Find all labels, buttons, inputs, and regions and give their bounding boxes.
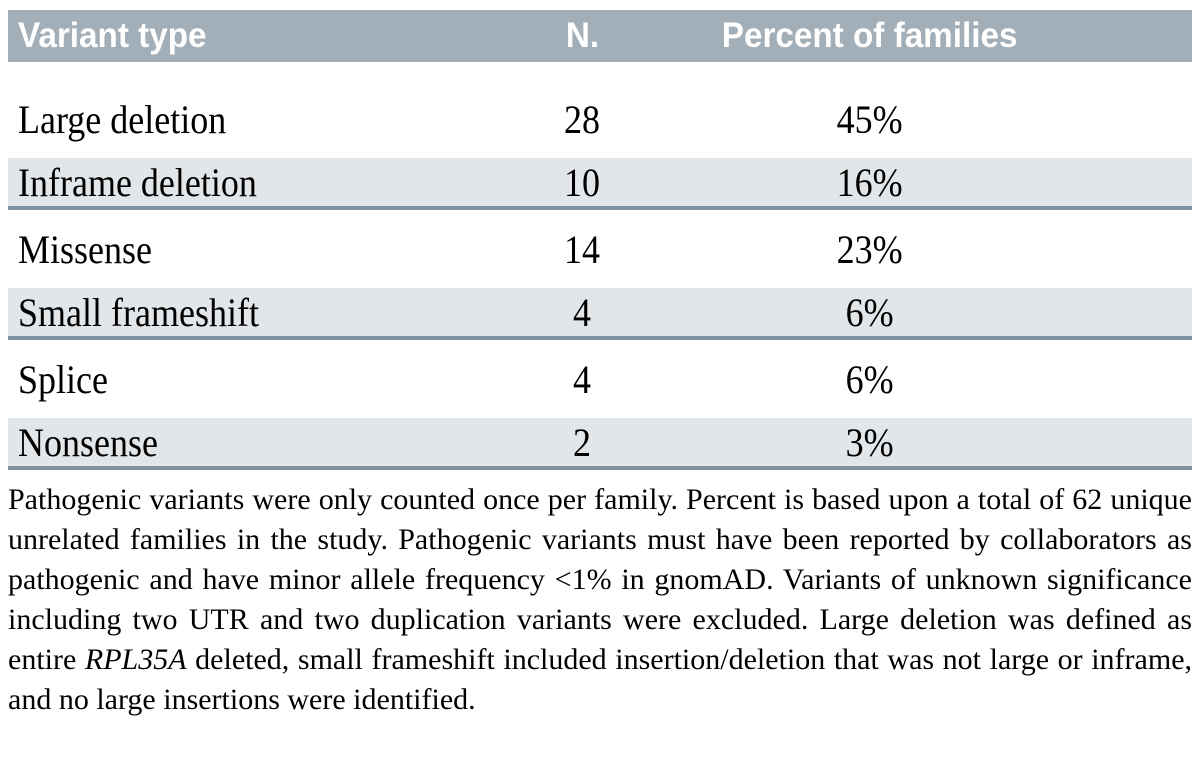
- percent-value: 3%: [845, 419, 894, 465]
- variant-label: Small frameshift: [18, 289, 259, 335]
- column-header-percent: Percent of families: [665, 16, 1075, 56]
- cell-percent: 3%: [665, 419, 1075, 466]
- variant-table: Variant type N. Percent of families Larg…: [8, 10, 1192, 470]
- percent-value: 16%: [836, 159, 903, 205]
- n-value: 14: [564, 226, 601, 272]
- table-row-missense: Missense 14 23%: [8, 210, 1192, 288]
- cell-variant-type: Large deletion: [8, 96, 499, 143]
- column-header-percent-label: Percent of families: [722, 16, 1018, 55]
- gene-name-italic: RPL35A: [84, 643, 187, 676]
- variant-label: Large deletion: [18, 96, 227, 142]
- percent-value: 23%: [836, 226, 903, 272]
- variant-label: Nonsense: [18, 419, 158, 465]
- column-header-variant-type-label: Variant type: [18, 16, 207, 55]
- variant-label: Inframe deletion: [18, 159, 257, 205]
- header-gap: [8, 62, 1192, 80]
- percent-value: 6%: [845, 356, 894, 402]
- footnote-text-2: deleted, small frameshift included inser…: [8, 643, 1193, 716]
- footnote-text-1: Pathogenic variants were only counted on…: [8, 483, 1192, 676]
- cell-n: 4: [499, 356, 665, 403]
- table-header-row: Variant type N. Percent of families: [8, 10, 1192, 62]
- table-row-large-deletion: Large deletion 28 45%: [8, 80, 1192, 158]
- table-row-inframe-deletion: Inframe deletion 10 16%: [8, 158, 1192, 210]
- percent-value: 45%: [836, 96, 903, 142]
- cell-percent: 45%: [665, 96, 1075, 143]
- variant-label: Missense: [18, 226, 153, 272]
- n-value: 2: [573, 419, 592, 465]
- n-value: 10: [564, 159, 601, 205]
- cell-variant-type: Missense: [8, 226, 499, 273]
- cell-percent: 6%: [665, 289, 1075, 336]
- table-row-splice: Splice 4 6%: [8, 340, 1192, 418]
- n-value: 4: [573, 356, 592, 402]
- cell-percent: 23%: [665, 226, 1075, 273]
- column-header-n-label: N.: [565, 16, 599, 55]
- cell-percent: 16%: [665, 159, 1075, 206]
- column-header-n: N.: [499, 16, 665, 56]
- cell-variant-type: Nonsense: [8, 419, 499, 466]
- cell-variant-type: Inframe deletion: [8, 159, 499, 206]
- variant-label: Splice: [18, 356, 108, 402]
- n-value: 28: [564, 96, 601, 142]
- cell-variant-type: Small frameshift: [8, 289, 499, 336]
- cell-n: 2: [499, 419, 665, 466]
- n-value: 4: [573, 289, 592, 335]
- cell-n: 28: [499, 96, 665, 143]
- cell-variant-type: Splice: [8, 356, 499, 403]
- table-row-nonsense: Nonsense 2 3%: [8, 418, 1192, 470]
- column-header-variant-type: Variant type: [8, 16, 499, 56]
- percent-value: 6%: [845, 289, 894, 335]
- cell-n: 10: [499, 159, 665, 206]
- footnote: Pathogenic variants were only counted on…: [8, 480, 1192, 720]
- cell-percent: 6%: [665, 356, 1075, 403]
- table-row-small-frameshift: Small frameshift 4 6%: [8, 288, 1192, 340]
- cell-n: 4: [499, 289, 665, 336]
- cell-n: 14: [499, 226, 665, 273]
